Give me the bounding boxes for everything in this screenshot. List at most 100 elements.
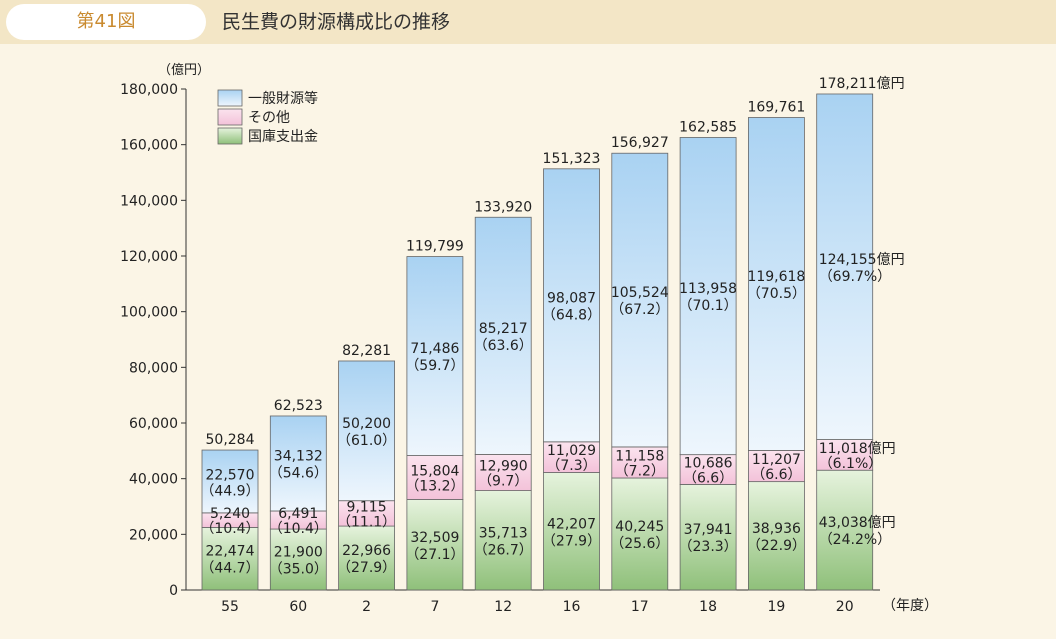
legend-swatch xyxy=(217,108,243,126)
segment-percent-label: （7.2） xyxy=(615,463,665,479)
x-tick-label: 18 xyxy=(699,599,717,615)
segment-percent-label: （25.6） xyxy=(610,536,669,552)
segment-percent-label: （44.9） xyxy=(200,483,259,499)
x-tick-label: 55 xyxy=(221,599,239,615)
bar-segment xyxy=(816,469,874,591)
x-tick-label: 7 xyxy=(430,599,439,615)
bar-segment xyxy=(543,168,600,443)
y-axis-unit: （億円） xyxy=(158,62,210,78)
x-tick-label: 17 xyxy=(631,599,649,615)
legend-label: 国庫支出金 xyxy=(248,128,318,145)
y-tick-label: 60,000 xyxy=(129,416,178,432)
bar-segment xyxy=(474,454,532,491)
segment-value-label: 32,509 xyxy=(410,530,459,546)
total-label: 178,211億円 xyxy=(819,76,905,92)
segment-value-label: 119,618 xyxy=(747,269,805,285)
segment-percent-label: （23.3） xyxy=(679,539,738,555)
total-label: 82,281 xyxy=(342,343,391,359)
bar-segment xyxy=(269,528,327,591)
segment-value-label: 6,491 xyxy=(278,506,318,522)
x-tick-label: 12 xyxy=(494,599,512,615)
bar-segment xyxy=(406,455,464,500)
segment-percent-label: （63.6） xyxy=(474,338,533,354)
segment-value-label: 71,486 xyxy=(410,341,459,357)
y-tick-label: 40,000 xyxy=(129,472,178,488)
segment-value-label: 22,474 xyxy=(206,544,255,560)
segment-value-label: 50,200 xyxy=(342,416,391,432)
bar-segment xyxy=(338,500,396,527)
segment-value-label: 42,207 xyxy=(547,516,596,532)
segment-value-label: 9,115 xyxy=(347,499,387,515)
segment-percent-label: （70.5） xyxy=(747,286,806,302)
figure-header: 第41図 民生費の財源構成比の推移 xyxy=(0,0,1056,44)
y-tick-label: 160,000 xyxy=(120,138,178,154)
total-label: 162,585 xyxy=(679,119,737,135)
segment-value-label: 98,087 xyxy=(547,290,596,306)
bar-segment xyxy=(748,481,805,591)
total-label: 133,920 xyxy=(474,199,532,215)
segment-value-label: 40,245 xyxy=(615,519,664,535)
total-label: 169,761 xyxy=(747,99,805,115)
segment-percent-label: （44.7） xyxy=(200,561,259,577)
segment-percent-label: （24.2%） xyxy=(819,532,891,548)
segment-percent-label: （35.0） xyxy=(269,562,328,578)
bar-segment xyxy=(679,454,737,485)
segment-value-label: 22,966 xyxy=(342,543,391,559)
segment-percent-label: （70.1） xyxy=(679,298,738,314)
segment-value-label: 38,936 xyxy=(752,521,801,537)
bar-segment xyxy=(474,490,532,591)
segment-percent-label: （6.1%） xyxy=(819,456,883,472)
y-tick-label: 0 xyxy=(169,583,178,599)
total-label: 62,523 xyxy=(274,398,323,414)
segment-percent-label: （69.7%） xyxy=(819,269,891,285)
bar-segment xyxy=(406,256,464,456)
y-tick-label: 140,000 xyxy=(120,193,178,209)
legend-label: その他 xyxy=(248,110,290,126)
total-label: 151,323 xyxy=(543,151,601,167)
bar-segment xyxy=(338,360,396,502)
segment-value-label: 12,990 xyxy=(479,459,528,475)
bar-segment xyxy=(201,449,259,514)
segment-value-label: 5,240 xyxy=(210,506,250,522)
segment-percent-label: （10.4） xyxy=(200,521,259,537)
segment-value-label: 37,941 xyxy=(684,522,733,538)
bar-segment xyxy=(406,499,464,591)
bar-segment xyxy=(543,472,600,591)
bar-segment xyxy=(269,415,327,512)
segment-value-label: 43,038億円 xyxy=(819,515,896,531)
y-tick-label: 180,000 xyxy=(120,82,178,98)
segment-percent-label: （13.2） xyxy=(405,479,464,495)
bar-segment xyxy=(201,527,259,591)
x-tick-label: 19 xyxy=(767,599,785,615)
total-label: 156,927 xyxy=(611,135,669,151)
segment-percent-label: （64.8） xyxy=(542,307,601,323)
segment-value-label: 105,524 xyxy=(611,285,669,301)
bar-segment xyxy=(816,439,874,471)
segment-percent-label: （22.9） xyxy=(747,538,806,554)
chart-labels: 5550,28422,474（44.7）5,240（10.4）22,570（44… xyxy=(200,76,904,615)
legend-label: 一般財源等 xyxy=(248,90,318,107)
x-tick-label: 2 xyxy=(362,599,371,615)
segment-value-label: 11,207 xyxy=(752,452,801,468)
segment-value-label: 34,132 xyxy=(274,448,323,464)
segment-value-label: 35,713 xyxy=(479,525,528,541)
segment-percent-label: （59.7） xyxy=(405,358,464,374)
segment-percent-label: （27.9） xyxy=(337,560,396,576)
segment-percent-label: （7.3） xyxy=(546,458,596,474)
bar-segment xyxy=(338,525,396,591)
segment-value-label: 11,018億円 xyxy=(819,441,896,457)
bar-segment xyxy=(611,152,669,448)
legend-swatch xyxy=(217,127,243,145)
segment-value-label: 124,155億円 xyxy=(819,252,905,268)
bar-segment xyxy=(543,441,600,473)
chart-bars xyxy=(201,93,874,591)
segment-percent-label: （6.6） xyxy=(683,471,733,487)
segment-value-label: 15,804 xyxy=(410,464,459,480)
segment-percent-label: （10.4） xyxy=(269,521,328,537)
x-tick-label: 16 xyxy=(563,599,581,615)
segment-percent-label: （11.1） xyxy=(337,514,396,530)
bar-segment xyxy=(679,137,737,456)
segment-percent-label: （61.0） xyxy=(337,433,396,449)
